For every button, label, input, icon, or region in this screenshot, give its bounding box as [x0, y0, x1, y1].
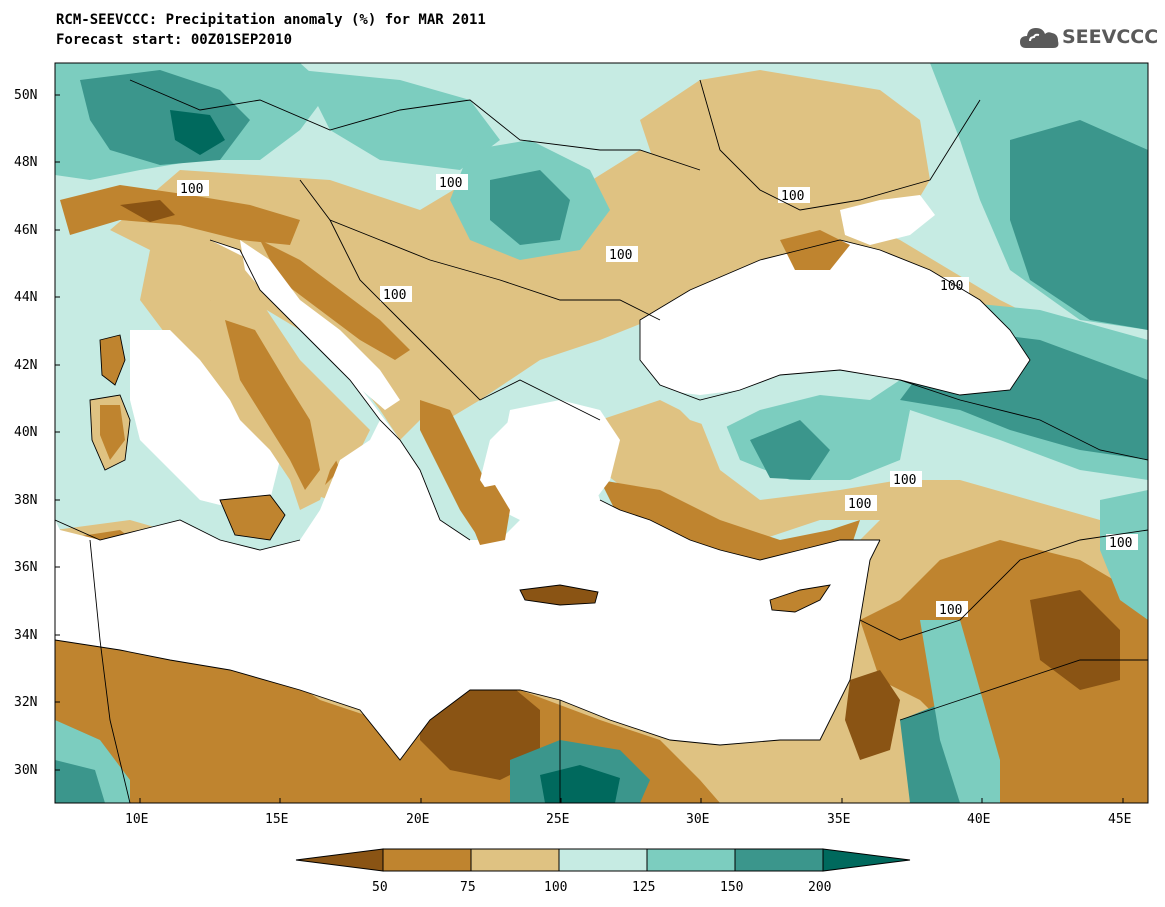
map-title: RCM-SEEVCCC: Precipitation anomaly (%) f…	[56, 12, 486, 28]
colorbar-label: 50	[372, 880, 388, 895]
contour-label: 100	[609, 248, 632, 263]
lat-tick-label: 44N	[14, 290, 37, 305]
lat-tick-label: 40N	[14, 425, 37, 440]
colorbar-bin	[646, 848, 736, 872]
wet-dark-carpathians	[490, 170, 570, 245]
lat-tick-label: 38N	[14, 493, 37, 508]
lat-tick-label: 50N	[14, 88, 37, 103]
contour-label: 100	[1109, 536, 1132, 551]
borders	[55, 79, 1148, 803]
colorbar-bin	[470, 848, 560, 872]
lon-ticks	[139, 798, 1124, 803]
wet-dark-russia	[1010, 120, 1148, 330]
lat-tick-label: 46N	[14, 223, 37, 238]
lon-tick-label: 35E	[827, 812, 850, 827]
lon-tick-label: 10E	[125, 812, 148, 827]
contour-label: 100	[939, 603, 962, 618]
contour-label: 100	[893, 473, 916, 488]
sea-mediterranean	[55, 240, 880, 760]
sea-adriatic	[240, 240, 400, 410]
wet-deep-germany	[170, 110, 225, 155]
logo-text: SEEVCCC	[1062, 26, 1159, 48]
colorbar-bin	[558, 848, 648, 872]
lat-tick-label: 30N	[14, 763, 37, 778]
wet-dark-anatolia	[750, 420, 830, 480]
lon-tick-label: 40E	[967, 812, 990, 827]
wet-mid-arabia-west	[920, 620, 1000, 803]
wet-dark-sw-corner	[55, 760, 105, 803]
contour-label: 100	[439, 176, 462, 191]
colorbar-label: 200	[808, 880, 831, 895]
colorbar-label: 125	[632, 880, 655, 895]
wet-mid-poland	[300, 70, 500, 170]
colorbar-label: 100	[544, 880, 567, 895]
dry-mid-alps	[60, 185, 300, 245]
contour-labels: 100 100 100 100 100 100 100 100 100 100	[177, 174, 1138, 618]
land-italy-mid	[225, 320, 320, 490]
land-sicily	[220, 495, 285, 540]
colorbar-label: 150	[720, 880, 743, 895]
dry-mid-turkey-south	[600, 480, 860, 560]
land-greece-pelop	[470, 485, 510, 545]
dry-dark-alps	[120, 200, 175, 222]
lat-tick-label: 42N	[14, 358, 37, 373]
lat-tick-label: 48N	[14, 155, 37, 170]
wet-mid-iran	[1100, 490, 1148, 620]
dry-mid-north-africa	[55, 530, 720, 803]
land-crimea	[780, 230, 850, 270]
lat-tick-label: 36N	[14, 560, 37, 575]
lat-ticks	[55, 94, 60, 771]
colorbar-label: 75	[460, 880, 476, 895]
colorbar-bin	[382, 848, 472, 872]
lon-tick-label: 20E	[406, 812, 429, 827]
lon-axis: 10E 15E 20E 25E 30E 35E 40E 45E	[125, 812, 1131, 827]
colorbar-left-triangle	[295, 848, 384, 872]
contour-label: 100	[848, 497, 871, 512]
land-turkey-north	[660, 370, 900, 430]
lon-tick-label: 15E	[265, 812, 288, 827]
cloud-icon	[1020, 28, 1059, 48]
lat-tick-label: 34N	[14, 628, 37, 643]
dry-dark-arabia	[1030, 590, 1120, 690]
lon-tick-label: 25E	[546, 812, 569, 827]
sea-tyrrhenian	[130, 330, 280, 510]
contour-label: 100	[940, 279, 963, 294]
lat-axis: 50N 48N 46N 44N 42N 40N 38N 36N 34N 32N …	[14, 88, 37, 778]
seevccc-logo	[1018, 22, 1158, 54]
colorbar-right-triangle	[822, 848, 911, 872]
anomaly-field	[55, 63, 1148, 803]
forecast-start-label: Forecast start: 00Z01SEP2010	[56, 32, 293, 48]
dry-dark-jordan	[845, 670, 900, 760]
lat-tick-label: 32N	[14, 695, 37, 710]
land-sardinia-mid	[100, 405, 125, 460]
colorbar-bin	[734, 848, 824, 872]
sea-aegean	[500, 400, 620, 530]
contour-label: 100	[383, 288, 406, 303]
land-corsica	[100, 335, 125, 385]
lon-tick-label: 45E	[1108, 812, 1131, 827]
land-cyprus	[770, 585, 830, 612]
dry-mid-dalmatia	[260, 240, 410, 360]
dry-zone-ukraine	[640, 70, 930, 250]
colorbar: 50 75 100 125 150 200	[295, 848, 911, 895]
sea-azov	[840, 195, 935, 245]
contour-label: 100	[781, 189, 804, 204]
plot-frame	[54, 62, 1149, 804]
contour-label: 100	[180, 182, 203, 197]
lon-tick-label: 30E	[686, 812, 709, 827]
sea-black	[640, 240, 1030, 400]
land-crete	[520, 585, 598, 605]
